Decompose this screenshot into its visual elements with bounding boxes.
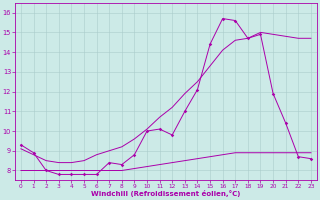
X-axis label: Windchill (Refroidissement éolien,°C): Windchill (Refroidissement éolien,°C) (91, 190, 241, 197)
